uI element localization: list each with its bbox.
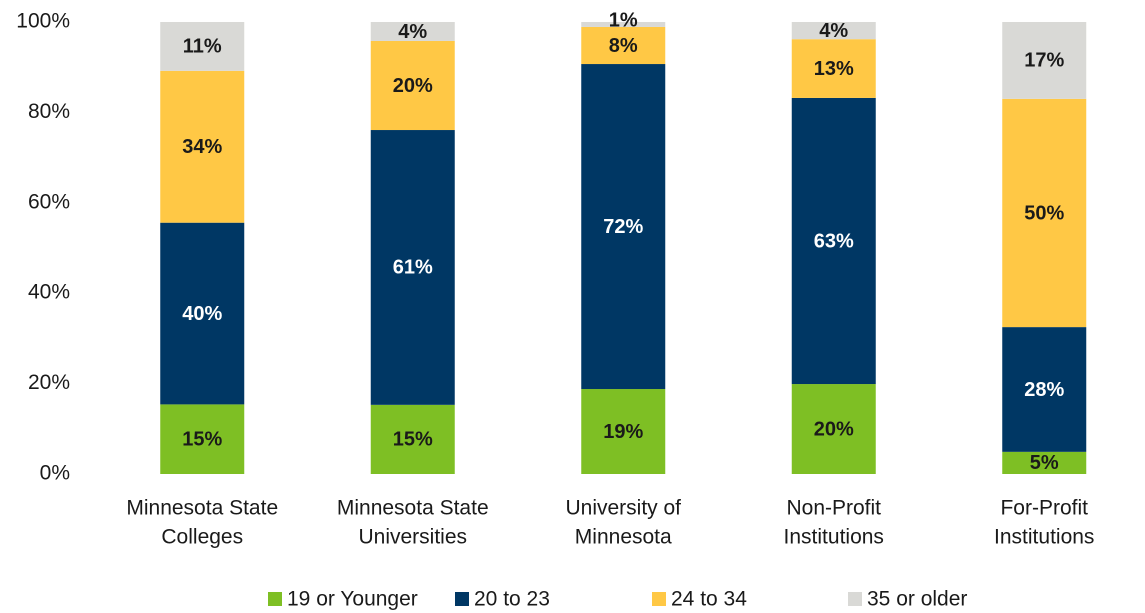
- bar-segment: [160, 22, 245, 71]
- data-label: 15%: [182, 428, 222, 450]
- bar-segment: [1002, 22, 1087, 99]
- data-label: 5%: [1030, 452, 1059, 474]
- legend-swatch: [455, 592, 469, 606]
- data-label: 4%: [398, 21, 427, 43]
- bar-segment: [581, 389, 666, 474]
- bar-segment: [160, 70, 245, 223]
- data-label: 19%: [603, 421, 643, 443]
- data-label: 17%: [1024, 50, 1064, 72]
- data-label: 4%: [819, 20, 848, 42]
- data-label: 20%: [393, 75, 433, 97]
- bar-segment: [1002, 98, 1087, 328]
- x-tick-label: Minnesota State: [337, 497, 489, 520]
- x-tick-label: Minnesota State: [126, 497, 278, 520]
- y-tick-label: 0%: [40, 462, 70, 485]
- data-label: 50%: [1024, 202, 1064, 224]
- bar-segment: [791, 39, 876, 98]
- data-label: 28%: [1024, 379, 1064, 401]
- bar-segment: [160, 222, 245, 405]
- bar-segment: [370, 130, 455, 405]
- x-tick-label: Institutions: [994, 526, 1094, 549]
- y-tick-label: 40%: [28, 281, 70, 304]
- legend-label: 24 to 34: [671, 588, 747, 611]
- y-tick-label: 100%: [16, 10, 70, 33]
- data-label: 8%: [609, 35, 638, 57]
- data-label: 34%: [182, 136, 222, 158]
- data-label: 63%: [814, 230, 854, 252]
- legend-label: 35 or older: [867, 588, 967, 611]
- y-tick-label: 60%: [28, 190, 70, 213]
- x-tick-label: Colleges: [161, 526, 243, 549]
- bar-segment: [791, 97, 876, 385]
- bar-segment: [1002, 451, 1087, 474]
- legend-label: 20 to 23: [474, 588, 550, 611]
- x-tick-label: Minnesota: [575, 526, 672, 549]
- bar-segment: [370, 40, 455, 131]
- legend-swatch: [268, 592, 282, 606]
- legend-label: 19 or Younger: [287, 588, 418, 611]
- data-label: 1%: [609, 9, 638, 31]
- legend-swatch: [652, 592, 666, 606]
- y-tick-label: 80%: [28, 100, 70, 123]
- data-label: 40%: [182, 303, 222, 325]
- data-label: 72%: [603, 216, 643, 238]
- data-label: 61%: [393, 257, 433, 279]
- x-tick-label: Universities: [358, 526, 467, 549]
- data-label: 11%: [183, 36, 222, 58]
- x-tick-label: University of: [565, 497, 681, 520]
- x-tick-label: Institutions: [784, 526, 884, 549]
- bar-segment: [370, 404, 455, 474]
- data-label: 15%: [393, 429, 433, 451]
- bar-segment: [581, 64, 666, 390]
- x-tick-label: For-Profit: [1000, 497, 1088, 520]
- bar-segment: [791, 22, 876, 40]
- bar-segment: [581, 26, 666, 65]
- bar-segment: [791, 384, 876, 474]
- y-tick-label: 20%: [28, 371, 70, 394]
- x-tick-label: Non-Profit: [786, 497, 881, 520]
- bar-segment: [581, 22, 666, 27]
- legend-swatch: [848, 592, 862, 606]
- bar-segment: [160, 404, 245, 474]
- bar-segment: [1002, 327, 1087, 452]
- data-label: 20%: [814, 418, 854, 440]
- data-label: 13%: [814, 58, 854, 80]
- bar-segment: [370, 22, 455, 41]
